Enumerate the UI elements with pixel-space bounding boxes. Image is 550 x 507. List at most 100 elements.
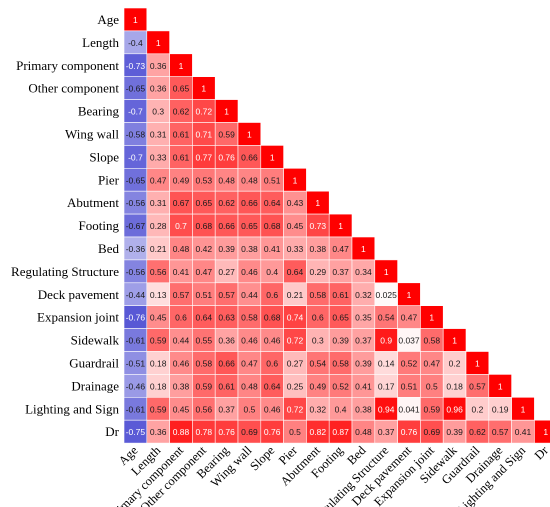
cell-value-label: 0.34	[355, 267, 372, 277]
cell-value-label: 1	[361, 244, 366, 254]
row-label-age: Age	[97, 12, 119, 27]
cell-value-label: 0.31	[150, 129, 167, 139]
cell-value-label: 0.48	[355, 427, 372, 437]
cell-value-label: 1	[315, 198, 320, 208]
cell-value-label: 0.38	[241, 244, 258, 254]
heatmap-cells	[123, 7, 550, 444]
cell-value-label: 0.59	[424, 404, 441, 414]
cell-value-label: -0.36	[126, 244, 146, 254]
cell-value-label: 0.18	[150, 381, 167, 391]
cell-value-label: 0.57	[218, 290, 235, 300]
cell-value-label: 0.66	[241, 198, 258, 208]
row-label-expansion-joint: Expansion joint	[37, 310, 119, 325]
cell-value-label: 0.54	[310, 358, 327, 368]
cell-value-label: -0.65	[126, 175, 146, 185]
cell-value-label: 1	[201, 84, 206, 94]
cell-value-label: 0.38	[173, 381, 190, 391]
cell-value-label: 0.69	[424, 427, 441, 437]
cell-value-label: 0.2	[471, 404, 483, 414]
cell-value-label: 1	[133, 15, 138, 25]
cell-value-label: 0.4	[335, 404, 347, 414]
cell-value-label: 0.41	[355, 381, 372, 391]
cell-value-label: 0.76	[218, 152, 235, 162]
row-label-bearing: Bearing	[78, 104, 120, 119]
cell-value-label: 1	[407, 290, 412, 300]
cell-value-label: -0.7	[128, 107, 143, 117]
cell-value-label: 0.57	[492, 427, 509, 437]
cell-value-label: 0.25	[287, 381, 304, 391]
cell-value-label: 1	[475, 358, 480, 368]
row-label-drainage: Drainage	[71, 378, 119, 393]
cell-value-label: 0.041	[398, 404, 420, 414]
cell-value-label: 0.5	[243, 404, 255, 414]
cell-value-label: 0.7	[175, 221, 187, 231]
cell-value-label: 0.72	[287, 336, 304, 346]
cell-value-label: 0.76	[401, 427, 418, 437]
cell-value-label: 0.17	[378, 381, 395, 391]
cell-value-label: 0.59	[150, 404, 167, 414]
cell-value-label: -0.76	[126, 313, 146, 323]
cell-value-label: 0.62	[469, 427, 486, 437]
cell-value-label: -0.73	[126, 61, 146, 71]
cell-value-label: -0.46	[126, 381, 146, 391]
cell-value-label: 0.48	[218, 175, 235, 185]
cell-value-label: 0.53	[196, 175, 213, 185]
cell-value-label: 0.94	[378, 404, 395, 414]
cell-value-label: 0.37	[378, 427, 395, 437]
col-label-slope: Slope	[247, 443, 277, 473]
cell-value-label: 0.51	[401, 381, 418, 391]
cell-value-label: 0.45	[287, 221, 304, 231]
row-label-dr: Dr	[105, 424, 119, 439]
cell-value-label: 0.44	[173, 336, 190, 346]
cell-value-label: 1	[293, 175, 298, 185]
cell-value-label: 0.96	[446, 404, 463, 414]
cell-value-label: 0.6	[312, 313, 324, 323]
cell-value-label: 0.38	[355, 404, 372, 414]
cell-value-label: 0.37	[355, 336, 372, 346]
cell-value-label: 0.68	[196, 221, 213, 231]
row-label-regulating-structure: Regulating Structure	[11, 264, 119, 279]
cell-value-label: 0.41	[173, 267, 190, 277]
cell-value-label: 0.58	[241, 313, 258, 323]
cell-value-label: 0.61	[332, 290, 349, 300]
cell-value-label: 0.88	[173, 427, 190, 437]
cell-value-label: 0.66	[241, 152, 258, 162]
cell-value-label: 0.65	[173, 84, 190, 94]
cell-value-label: -0.7	[128, 152, 143, 162]
cell-value-label: 0.37	[218, 404, 235, 414]
cell-value-label: 0.36	[150, 84, 167, 94]
cell-value-label: 0.31	[150, 198, 167, 208]
row-label-guardrail: Guardrail	[69, 355, 119, 370]
cell-value-label: -0.4	[128, 38, 143, 48]
row-label-sidewalk: Sidewalk	[71, 333, 120, 348]
cell-value-label: 0.39	[446, 427, 463, 437]
cell-value-label: 0.52	[332, 381, 349, 391]
cell-value-label: 0.59	[196, 381, 213, 391]
cell-value-label: 1	[521, 404, 526, 414]
cell-value-label: 0.56	[196, 404, 213, 414]
cell-value-label: 0.45	[173, 404, 190, 414]
cell-value-label: 0.69	[241, 427, 258, 437]
cell-value-label: 0.68	[264, 221, 281, 231]
cell-value-label: 0.77	[196, 152, 213, 162]
cell-value-label: 0.61	[173, 129, 190, 139]
row-label-other-component: Other component	[28, 81, 119, 96]
cell-value-label: 0.73	[310, 221, 327, 231]
cell-value-label: 0.58	[196, 358, 213, 368]
cell-value-label: 0.55	[196, 336, 213, 346]
cell-value-label: 1	[498, 381, 503, 391]
cell-value-label: 0.36	[150, 61, 167, 71]
cell-value-label: 0.68	[264, 313, 281, 323]
cell-value-label: 0.59	[218, 129, 235, 139]
cell-value-label: 0.6	[266, 358, 278, 368]
cell-value-label: 0.21	[287, 290, 304, 300]
cell-value-label: 0.46	[264, 404, 281, 414]
cell-value-label: 0.57	[173, 290, 190, 300]
cell-value-label: 0.56	[150, 267, 167, 277]
cell-value-label: 0.61	[173, 152, 190, 162]
cell-value-label: 0.57	[469, 381, 486, 391]
cell-value-label: 0.61	[218, 381, 235, 391]
row-label-wing-wall: Wing wall	[65, 126, 119, 141]
cell-value-label: 0.63	[218, 313, 235, 323]
